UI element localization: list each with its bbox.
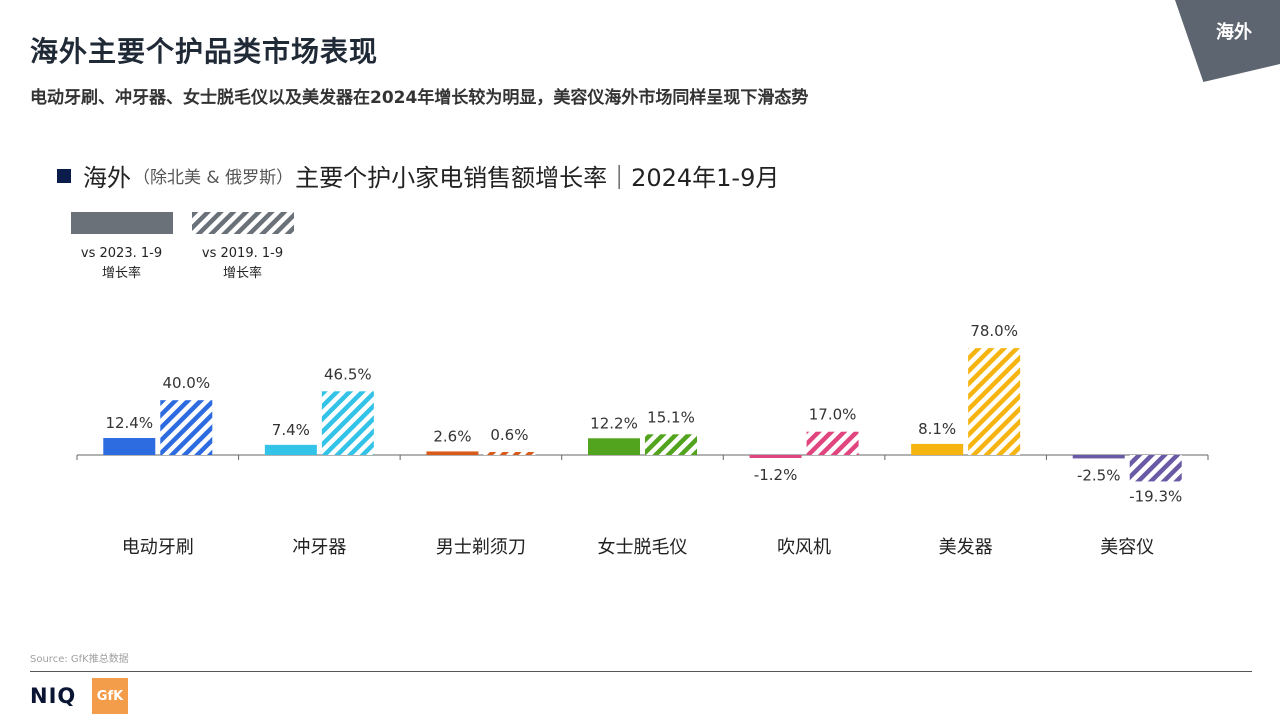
data-label-solid: -2.5% <box>1077 466 1121 484</box>
bar-hatched <box>483 452 536 455</box>
page-subtitle: 电动牙刷、冲牙器、女士脱毛仪以及美发器在2024年增长较为明显，美容仪海外市场同… <box>30 88 809 108</box>
bar-solid <box>426 451 479 455</box>
region-tag-label: 海外 <box>1216 22 1252 43</box>
legend-label-line2: 增长率 <box>222 266 262 281</box>
bar-solid <box>103 438 156 455</box>
legend-item-solid: vs 2023. 1-9 增长率 <box>69 212 174 284</box>
legend-swatch-solid <box>70 212 173 234</box>
legend-swatch-hatched <box>191 212 294 234</box>
data-label-hatched: 17.0% <box>809 406 857 424</box>
bar-solid <box>1072 455 1125 459</box>
legend-item-hatched: vs 2019. 1-9 增长率 <box>190 212 295 284</box>
category-label: 美容仪 <box>1100 537 1154 558</box>
category-label: 女士脱毛仪 <box>598 537 688 558</box>
data-label-hatched: 0.6% <box>490 426 528 444</box>
bar-hatched <box>968 348 1021 455</box>
chart-heading-note: （除北美 & 俄罗斯） <box>133 168 294 188</box>
chart-heading-region: 海外 <box>83 164 131 192</box>
data-label-solid: -1.2% <box>754 466 798 484</box>
chart-heading-title: 主要个护小家电销售额增长率｜2024年1-9月 <box>295 164 780 192</box>
data-label-solid: 12.4% <box>105 414 153 432</box>
category-label: 男士剃须刀 <box>436 537 526 558</box>
data-label-hatched: -19.3% <box>1129 487 1182 505</box>
chart-heading: 海外 （除北美 & 俄罗斯） 主要个护小家电销售额增长率｜2024年1-9月 <box>57 158 779 193</box>
bar-solid <box>588 438 640 455</box>
bar-hatched <box>806 431 859 455</box>
category-label: 电动牙刷 <box>122 537 194 558</box>
bar-solid <box>911 443 964 455</box>
bar-hatched <box>645 434 697 455</box>
footer-divider <box>30 671 1252 672</box>
data-label-solid: 12.2% <box>590 414 638 432</box>
legend-label-line1: vs 2019. 1-9 <box>201 246 284 261</box>
square-bullet-icon <box>57 168 71 183</box>
data-label-solid: 2.6% <box>433 427 471 445</box>
data-label-hatched: 46.5% <box>324 365 372 383</box>
page-title: 海外主要个护品类市场表现 <box>30 35 379 68</box>
data-label-solid: 8.1% <box>918 420 956 438</box>
data-label-solid: 7.4% <box>272 421 310 439</box>
bar-solid <box>264 444 317 455</box>
legend-label-line2: 增长率 <box>101 266 141 281</box>
category-label: 吹风机 <box>777 537 831 558</box>
bar-hatched <box>160 400 213 455</box>
bar-hatched <box>1129 455 1182 482</box>
niq-logo: NIQ <box>30 684 77 708</box>
legend-label-line1: vs 2023. 1-9 <box>80 246 163 261</box>
data-label-hatched: 40.0% <box>162 374 210 392</box>
source-note: Source: GfK推总数据 <box>30 654 129 665</box>
gfk-logo: GfK <box>92 678 128 714</box>
bar-hatched <box>321 391 374 455</box>
bar-solid <box>749 455 802 458</box>
data-label-hatched: 15.1% <box>647 408 695 426</box>
data-label-hatched: 78.0% <box>970 322 1018 340</box>
category-label: 美发器 <box>939 537 993 558</box>
category-label: 冲牙器 <box>292 537 346 558</box>
